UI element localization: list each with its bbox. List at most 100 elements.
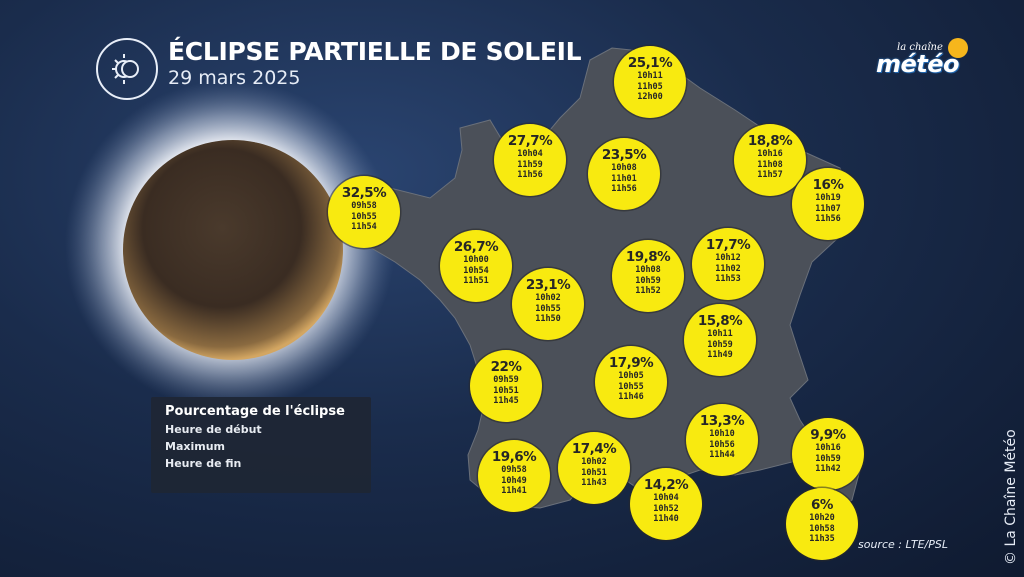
city-bubble: 17,7% 10h12 11h02 11h53 (692, 228, 764, 300)
max-time: 10h49 (501, 475, 527, 486)
eclipse-percentage: 19,8% (625, 249, 671, 265)
city-bubble: 15,8% 10h11 10h59 11h49 (684, 304, 756, 376)
end-time: 11h44 (709, 450, 735, 460)
eclipse-percentage: 14,2% (643, 477, 689, 493)
eclipse-percentage: 27,7% (507, 133, 553, 149)
city-bubble: 18,8% 10h16 11h08 11h57 (734, 124, 806, 196)
eclipse-percentage: 26,7% (453, 239, 499, 255)
start-time: 10h04 (517, 149, 543, 159)
city-bubble: 22% 09h59 10h51 11h45 (470, 350, 542, 422)
end-time: 11h41 (501, 486, 527, 496)
start-time: 10h11 (637, 71, 663, 81)
max-time: 10h55 (351, 211, 377, 222)
max-time: 10h54 (463, 265, 489, 276)
start-time: 10h12 (715, 253, 741, 263)
eclipse-percentage: 23,1% (525, 277, 571, 293)
start-time: 10h16 (815, 443, 841, 453)
max-time: 11h59 (517, 159, 543, 170)
city-bubble: 13,3% 10h10 10h56 11h44 (686, 404, 758, 476)
end-time: 11h54 (351, 222, 377, 232)
end-time: 12h00 (637, 92, 663, 102)
logo-big-text: météo (876, 50, 960, 78)
end-time: 11h56 (517, 170, 543, 180)
city-bubble: 17,4% 10h02 10h51 11h43 (558, 432, 630, 504)
end-time: 11h53 (715, 274, 741, 284)
start-time: 10h05 (618, 371, 644, 381)
eclipse-percentage: 17,4% (571, 441, 617, 457)
moon-disc (123, 140, 343, 360)
copyright-credit: © La Chaîne Météo (1003, 429, 1019, 565)
eclipse-sun-icon (96, 38, 158, 100)
city-bubble: 23,5% 10h08 11h01 11h56 (588, 138, 660, 210)
eclipse-percentage: 9,9% (810, 427, 846, 443)
end-time: 11h40 (653, 514, 679, 524)
city-bubble: 16% 10h19 11h07 11h56 (792, 168, 864, 240)
start-time: 10h10 (709, 429, 735, 439)
legend-box: Pourcentage de l'éclipse Heure de début … (151, 397, 371, 493)
max-time: 11h07 (815, 203, 841, 214)
max-time: 11h02 (715, 263, 741, 274)
logo-sun-icon (948, 38, 968, 58)
end-time: 11h57 (757, 170, 783, 180)
max-time: 11h05 (637, 81, 663, 92)
eclipse-percentage: 32,5% (341, 185, 387, 201)
max-time: 10h56 (709, 439, 735, 450)
page-title: ÉCLIPSE PARTIELLE DE SOLEIL (168, 37, 582, 66)
max-time: 10h58 (809, 523, 835, 534)
max-time: 10h51 (581, 467, 607, 478)
start-time: 10h20 (809, 513, 835, 523)
city-bubble: 32,5% 09h58 10h55 11h54 (328, 176, 400, 248)
end-time: 11h42 (815, 464, 841, 474)
city-bubble: 27,7% 10h04 11h59 11h56 (494, 124, 566, 196)
eclipse-percentage: 18,8% (747, 133, 793, 149)
max-time: 10h59 (815, 453, 841, 464)
start-time: 10h02 (535, 293, 561, 303)
end-time: 11h45 (493, 396, 519, 406)
logo-small-text: la chaîne (897, 42, 943, 53)
start-time: 09h58 (351, 201, 377, 211)
end-time: 11h52 (635, 286, 661, 296)
eclipse-percentage: 17,7% (705, 237, 751, 253)
header: ÉCLIPSE PARTIELLE DE SOLEIL 29 mars 2025 (96, 37, 582, 100)
city-bubble: 19,8% 10h08 10h59 11h52 (612, 240, 684, 312)
max-time: 10h55 (618, 381, 644, 392)
max-time: 10h59 (635, 275, 661, 286)
max-time: 10h51 (493, 385, 519, 396)
eclipse-percentage: 19,6% (491, 449, 537, 465)
end-time: 11h35 (809, 534, 835, 544)
start-time: 09h59 (493, 375, 519, 385)
city-bubble: 25,1% 10h11 11h05 12h00 (614, 46, 686, 118)
eclipse-percentage: 13,3% (699, 413, 745, 429)
eclipse-percentage: 15,8% (697, 313, 743, 329)
max-time: 11h08 (757, 159, 783, 170)
start-time: 10h11 (707, 329, 733, 339)
end-time: 11h43 (581, 478, 607, 488)
start-time: 10h08 (635, 265, 661, 275)
start-time: 10h08 (611, 163, 637, 173)
city-bubble: 26,7% 10h00 10h54 11h51 (440, 230, 512, 302)
city-bubble: 17,9% 10h05 10h55 11h46 (595, 346, 667, 418)
max-time: 10h59 (707, 339, 733, 350)
city-bubble: 14,2% 10h04 10h52 11h40 (630, 468, 702, 540)
max-time: 10h55 (535, 303, 561, 314)
max-time: 11h01 (611, 173, 637, 184)
legend-item-max: Maximum (165, 440, 225, 453)
source-note: source : LTE/PSL (858, 538, 948, 551)
end-time: 11h56 (815, 214, 841, 224)
eclipse-percentage: 23,5% (601, 147, 647, 163)
start-time: 10h16 (757, 149, 783, 159)
max-time: 10h52 (653, 503, 679, 514)
start-time: 10h19 (815, 193, 841, 203)
eclipse-percentage: 22% (490, 359, 522, 375)
eclipse-percentage: 25,1% (627, 55, 673, 71)
city-bubble: 19,6% 09h58 10h49 11h41 (478, 440, 550, 512)
end-time: 11h56 (611, 184, 637, 194)
end-time: 11h46 (618, 392, 644, 402)
legend-title: Pourcentage de l'éclipse (165, 404, 345, 419)
start-time: 10h04 (653, 493, 679, 503)
city-bubble: 9,9% 10h16 10h59 11h42 (792, 418, 864, 490)
city-bubble: 6% 10h20 10h58 11h35 (786, 488, 858, 560)
city-bubble: 23,1% 10h02 10h55 11h50 (512, 268, 584, 340)
